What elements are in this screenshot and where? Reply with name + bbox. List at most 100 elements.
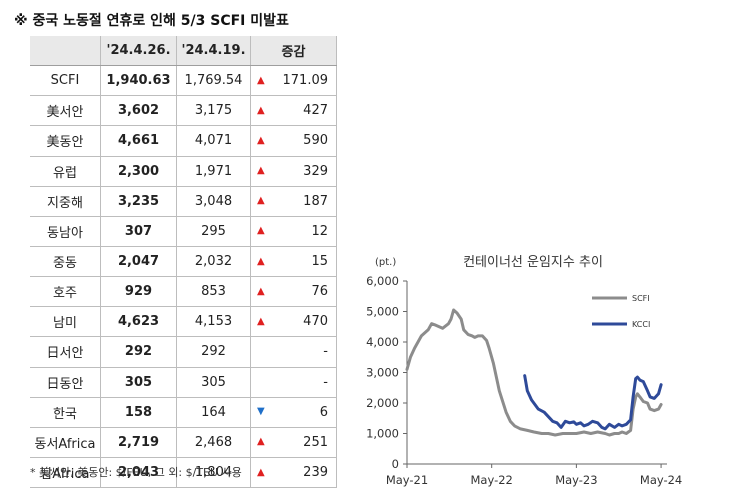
increase-arrow-icon: ▲ — [257, 74, 265, 86]
table-header-row: '24.4.26. '24.4.19. 증감 — [30, 36, 337, 67]
change-value: 171.09 — [282, 73, 329, 89]
change-value: 470 — [303, 314, 328, 330]
x-tick-label: May-23 — [555, 473, 597, 487]
legend-label-scfi: SCFI — [632, 294, 650, 303]
increase-arrow-icon: ▲ — [257, 134, 265, 146]
change-value: 590 — [303, 133, 328, 149]
header-previous-date: '24.4.19. — [176, 36, 251, 67]
y-tick-label: 6,000 — [366, 274, 399, 288]
x-tick-label: May-24 — [640, 473, 682, 487]
y-tick-label: 2,000 — [366, 396, 399, 410]
route-label: 美서안 — [30, 95, 101, 127]
table-row: 美서안 3,602 3,175 ▲ 427 — [30, 95, 337, 127]
previous-rate: 1,769.54 — [176, 65, 251, 97]
table-row: 日서안 292 292- — [30, 336, 337, 368]
chart-title: 컨테이너선 운임지수 추이 — [463, 255, 603, 270]
rate-change: ▲ 15 — [250, 246, 337, 278]
increase-arrow-icon: ▲ — [257, 225, 265, 237]
footnote: * 美서안, 美동안: $/FEU, 그 외: $/TEU 사용 — [30, 466, 242, 479]
increase-arrow-icon: ▲ — [257, 104, 265, 116]
table-row: 동남아 307 295 ▲ 12 — [30, 216, 337, 247]
route-label: 남미 — [30, 306, 101, 338]
y-axis-unit-label: (pt.) — [375, 257, 396, 268]
previous-rate: 1,804 — [176, 457, 251, 489]
change-value: 76 — [311, 284, 328, 300]
change-value: 12 — [311, 223, 328, 239]
previous-rate: 164 — [176, 397, 251, 428]
table-row: 중동 2,047 2,032 ▲ 15 — [30, 246, 337, 278]
route-label: 日동안 — [30, 367, 101, 398]
table-row: 유럽 2,300 1,971 ▲ 329 — [30, 156, 337, 187]
table-row: 동서Africa 2,719 2,468 ▲ 251 — [30, 427, 337, 458]
current-rate: 2,043 — [100, 457, 177, 489]
rate-change: ▲ 251 — [250, 427, 337, 458]
increase-arrow-icon: ▲ — [257, 195, 265, 207]
freight-rate-table: '24.4.26. '24.4.19. 증감 SCFI 1,940.63 1,769… — [30, 36, 337, 489]
freight-index-chart: 컨테이너선 운임지수 추이 (pt.) 0 1,000 2,000 3,000 4,000 5… — [366, 255, 682, 487]
previous-rate: 4,071 — [176, 125, 251, 157]
table-row: 美동안 4,661 4,071 ▲ 590 — [30, 125, 337, 157]
rate-change: ▲ 187 — [250, 186, 337, 217]
previous-rate: 4,153 — [176, 306, 251, 338]
current-rate: 4,661 — [100, 125, 177, 157]
rate-change: ▼ 6 — [250, 397, 337, 428]
rate-change: ▲ 76 — [250, 276, 337, 308]
series-line-kcci — [523, 374, 663, 431]
current-rate: 3,235 — [100, 186, 177, 217]
header-label — [30, 36, 101, 67]
increase-arrow-icon: ▲ — [257, 315, 265, 327]
header-current-date: '24.4.26. — [100, 36, 177, 67]
previous-rate: 295 — [176, 216, 251, 247]
increase-arrow-icon: ▲ — [257, 466, 265, 478]
rate-change: ▲ 590 — [250, 125, 337, 157]
rate-change: - — [250, 336, 337, 368]
series-line-scfi — [405, 308, 663, 437]
table-row: 한국 158 164 ▼ 6 — [30, 397, 337, 428]
previous-rate: 853 — [176, 276, 251, 308]
table-row: SCFI 1,940.63 1,769.54 ▲ 171.09 — [30, 65, 337, 97]
page-title: ※ 중국 노동절 연휴로 인해 5/3 SCFI 미발표 — [14, 13, 289, 29]
y-tick-label: 4,000 — [366, 335, 399, 349]
change-value: 15 — [311, 254, 328, 270]
current-rate: 3,602 — [100, 95, 177, 127]
route-label: 중동 — [30, 246, 101, 278]
table-row: 남미 4,623 4,153 ▲ 470 — [30, 306, 337, 338]
current-rate: 292 — [100, 336, 177, 368]
change-value: 427 — [303, 103, 328, 119]
route-label: 호주 — [30, 276, 101, 308]
change-value: 251 — [303, 434, 328, 450]
y-tick-label: 1,000 — [366, 427, 399, 441]
current-rate: 4,623 — [100, 306, 177, 338]
previous-rate: 3,175 — [176, 95, 251, 127]
increase-arrow-icon: ▲ — [257, 436, 265, 448]
current-rate: 2,300 — [100, 156, 177, 187]
route-label: 유럽 — [30, 156, 101, 187]
previous-rate: 292 — [176, 336, 251, 368]
x-tick-label: May-22 — [471, 473, 513, 487]
rate-change: ▲ 12 — [250, 216, 337, 247]
decrease-arrow-icon: ▼ — [257, 406, 265, 418]
increase-arrow-icon: ▲ — [257, 255, 265, 267]
rate-change: - — [250, 367, 337, 398]
current-rate: 929 — [100, 276, 177, 308]
route-label: 동남아 — [30, 216, 101, 247]
header-change: 증감 — [250, 36, 337, 67]
y-tick-label: 5,000 — [366, 305, 399, 319]
rate-change: ▲ 470 — [250, 306, 337, 338]
route-label: 남Africa — [30, 457, 101, 489]
current-rate: 2,719 — [100, 427, 177, 458]
legend-label-kcci: KCCI — [632, 320, 650, 329]
change-value: 6 — [319, 404, 328, 420]
rate-change: ▲ 329 — [250, 156, 337, 187]
table-row: 호주 929 853 ▲ 76 — [30, 276, 337, 308]
y-tick-label: 3,000 — [366, 366, 399, 380]
change-value: - — [323, 344, 328, 360]
route-label: SCFI — [30, 65, 101, 97]
previous-rate: 305 — [176, 367, 251, 398]
table-row: 日동안 305 305- — [30, 367, 337, 398]
x-tick-label: May-21 — [386, 473, 428, 487]
rate-change: ▲ 427 — [250, 95, 337, 127]
previous-rate: 2,032 — [176, 246, 251, 278]
route-label: 지중해 — [30, 186, 101, 217]
increase-arrow-icon: ▲ — [257, 285, 265, 297]
